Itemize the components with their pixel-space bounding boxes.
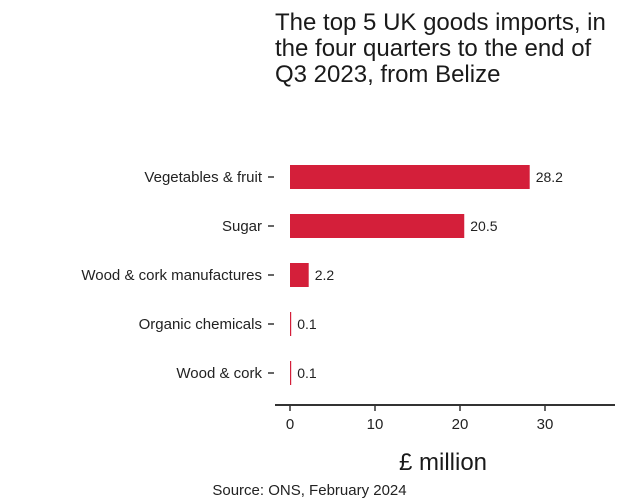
category-label: Vegetables & fruit — [144, 169, 262, 186]
bar — [290, 361, 292, 385]
x-tick-label: 10 — [367, 416, 384, 433]
category-label: Sugar — [222, 218, 262, 235]
data-label: 0.1 — [297, 316, 317, 332]
bar — [290, 165, 530, 189]
category-label: Organic chemicals — [139, 316, 262, 333]
x-axis-label: £ million — [399, 449, 487, 476]
bar — [290, 312, 292, 336]
chart-title: The top 5 UK goods imports, in the four … — [275, 9, 606, 88]
x-tick-label: 0 — [286, 416, 294, 433]
data-label: 20.5 — [470, 218, 497, 234]
x-tick-label: 20 — [452, 416, 469, 433]
data-label: 0.1 — [297, 365, 317, 381]
source-note: Source: ONS, February 2024 — [212, 482, 407, 499]
data-label: 2.2 — [315, 267, 335, 283]
bar — [290, 214, 465, 238]
category-label: Wood & cork manufactures — [81, 267, 262, 284]
category-label: Wood & cork — [176, 365, 262, 382]
bar — [290, 263, 309, 287]
data-label: 28.2 — [536, 169, 563, 185]
x-tick-label: 30 — [537, 416, 554, 433]
